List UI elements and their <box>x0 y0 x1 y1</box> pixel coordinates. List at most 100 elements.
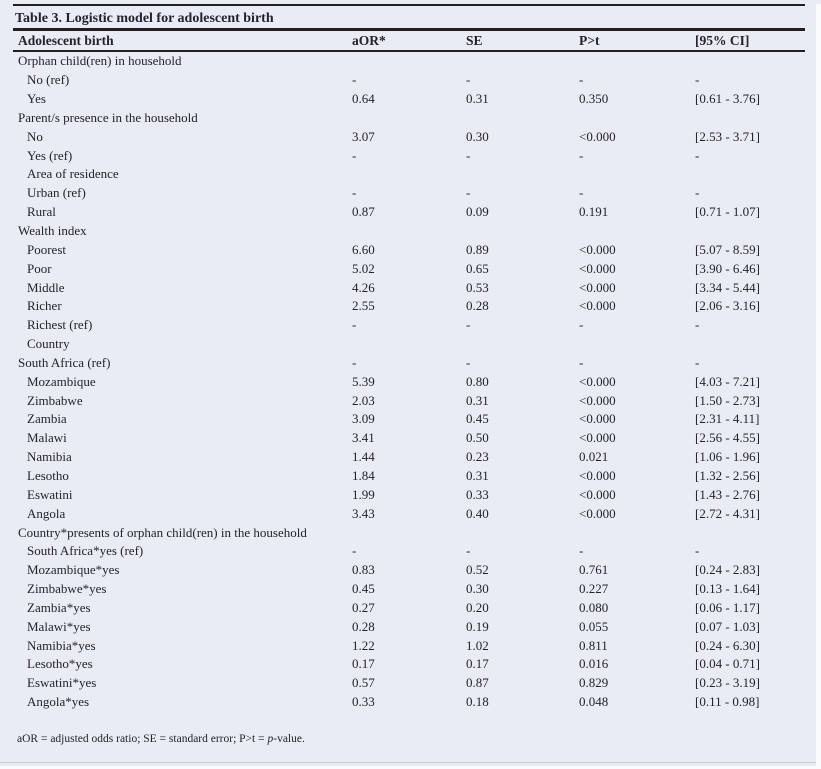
row-label: Poor <box>27 260 52 276</box>
cell-se: 0.50 <box>466 430 489 446</box>
row-label: Richest (ref) <box>27 317 93 333</box>
header-divider-rule <box>13 50 805 52</box>
cell-p: 0.080 <box>579 599 609 615</box>
cell-p: - <box>579 543 584 559</box>
cell-se: - <box>466 72 471 88</box>
cell-p: <0.000 <box>579 411 616 427</box>
cell-aor: 1.99 <box>352 486 375 502</box>
row-label: Angola <box>27 505 66 521</box>
cell-ci: [5.07 - 8.59] <box>695 241 760 257</box>
row-label: Zimbabwe*yes <box>27 581 107 597</box>
row-label: Middle <box>27 279 65 295</box>
cell-se: - <box>466 543 471 559</box>
cell-aor: 0.28 <box>352 618 375 634</box>
cell-p: <0.000 <box>579 467 616 483</box>
footnote-text-tail: -value. <box>273 732 305 745</box>
cell-aor: 0.57 <box>352 675 375 691</box>
table-row: Mozambique 5.39 0.80 <0.000 [4.03 - 7.21… <box>13 372 805 391</box>
row-label: South Africa*yes (ref) <box>27 543 144 559</box>
table-row: Parent/s presence in the household <box>13 109 805 128</box>
cell-ci: [0.13 - 1.64] <box>695 581 760 597</box>
table-row: Country <box>13 335 805 354</box>
cell-se: - <box>466 147 471 163</box>
cell-p: <0.000 <box>579 128 616 144</box>
cell-aor: 1.44 <box>352 449 375 465</box>
cell-se: 0.20 <box>466 599 489 615</box>
cell-ci: [0.04 - 0.71] <box>695 656 760 672</box>
table-row: Mozambique*yes 0.83 0.52 0.761 [0.24 - 2… <box>13 561 805 580</box>
table-row: Richest (ref) - - - - <box>13 316 805 335</box>
table-row: Poor 5.02 0.65 <0.000 [3.90 - 6.46] <box>13 259 805 278</box>
row-label: Richer <box>27 298 62 314</box>
cell-se: 0.53 <box>466 279 489 295</box>
cell-se: 0.65 <box>466 260 489 276</box>
cell-se: 0.89 <box>466 241 489 257</box>
row-label: Poorest <box>27 241 66 257</box>
cell-se: 0.87 <box>466 675 489 691</box>
cell-se: 0.09 <box>466 204 489 220</box>
cell-ci: - <box>695 72 700 88</box>
table-body: Orphan child(ren) in household No (ref) … <box>0 52 821 712</box>
cell-ci: [0.07 - 1.03] <box>695 618 760 634</box>
table-row: South Africa*yes (ref) - - - - <box>13 542 805 561</box>
cell-ci: [2.31 - 4.11] <box>695 411 760 427</box>
row-label: Namibia <box>27 449 72 465</box>
cell-aor: 3.41 <box>352 430 375 446</box>
cell-aor: 0.64 <box>352 91 375 107</box>
row-label: South Africa (ref) <box>18 354 111 370</box>
cell-aor: 0.33 <box>352 694 375 710</box>
cell-p: - <box>579 354 584 370</box>
cell-se: - <box>466 354 471 370</box>
cell-aor: 0.45 <box>352 581 375 597</box>
cell-p: 0.227 <box>579 581 609 597</box>
cell-p: <0.000 <box>579 373 616 389</box>
title-divider-rule <box>13 28 805 31</box>
cell-se: 0.18 <box>466 694 489 710</box>
cell-aor: 1.22 <box>352 637 375 653</box>
cell-aor: 0.87 <box>352 204 375 220</box>
cell-p: 0.055 <box>579 618 609 634</box>
cell-p: <0.000 <box>579 298 616 314</box>
row-label: Wealth index <box>18 223 87 239</box>
cell-p: <0.000 <box>579 241 616 257</box>
cell-ci: [0.71 - 1.07] <box>695 204 760 220</box>
cell-aor: 5.02 <box>352 260 375 276</box>
cell-aor: - <box>352 185 357 201</box>
table-row: No 3.07 0.30 <0.000 [2.53 - 3.71] <box>13 127 805 146</box>
cell-aor: 0.27 <box>352 599 375 615</box>
cell-se: 0.33 <box>466 486 489 502</box>
footnote-text: aOR = adjusted odds ratio; SE = standard… <box>17 732 268 745</box>
row-label: Orphan child(ren) in household <box>18 53 182 69</box>
table-row: Zimbabwe*yes 0.45 0.30 0.227 [0.13 - 1.6… <box>13 580 805 599</box>
cell-aor: 2.03 <box>352 392 375 408</box>
cell-aor: 3.09 <box>352 411 375 427</box>
cell-p: <0.000 <box>579 505 616 521</box>
footnote-italic-p: p <box>267 732 274 745</box>
cell-aor: 2.55 <box>352 298 375 314</box>
column-header-adolescent-birth: Adolescent birth <box>18 32 114 48</box>
row-label: Parent/s presence in the household <box>18 109 198 125</box>
table-row: Zambia 3.09 0.45 <0.000 [2.31 - 4.11] <box>13 410 805 429</box>
cell-se: 0.30 <box>466 128 489 144</box>
row-label: Country*presents of orphan child(ren) in… <box>18 524 307 540</box>
cell-aor: 3.07 <box>352 128 375 144</box>
cell-se: 0.45 <box>466 411 489 427</box>
cell-ci: [0.23 - 3.19] <box>695 675 760 691</box>
row-label: Malawi*yes <box>27 618 91 634</box>
row-label: Area of residence <box>27 166 119 182</box>
cell-aor: 1.84 <box>352 467 375 483</box>
row-label: Eswatini <box>27 486 73 502</box>
table-row: Yes (ref) - - - - <box>13 146 805 165</box>
table-row: Malawi*yes 0.28 0.19 0.055 [0.07 - 1.03] <box>13 617 805 636</box>
row-label: Mozambique*yes <box>27 562 120 578</box>
cell-p: 0.811 <box>579 637 608 653</box>
cell-aor: - <box>352 317 357 333</box>
row-label: Zambia*yes <box>27 599 91 615</box>
cell-se: 0.19 <box>466 618 489 634</box>
table-row: Urban (ref) - - - - <box>13 184 805 203</box>
table-row: Richer 2.55 0.28 <0.000 [2.06 - 3.16] <box>13 297 805 316</box>
cell-aor: 3.43 <box>352 505 375 521</box>
cell-p: 0.829 <box>579 675 609 691</box>
cell-se: 1.02 <box>466 637 489 653</box>
cell-ci: [2.06 - 3.16] <box>695 298 760 314</box>
